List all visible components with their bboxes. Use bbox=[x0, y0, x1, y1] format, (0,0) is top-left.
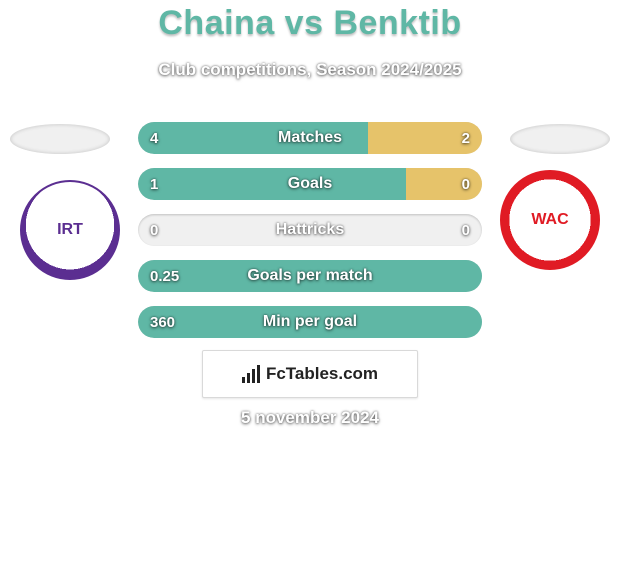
bar-label: Matches bbox=[138, 122, 482, 154]
bar-row: Hattricks0 0 bbox=[138, 214, 482, 246]
brand-badge: FcTables.com bbox=[202, 350, 418, 398]
bar-label: Min per goal bbox=[138, 306, 482, 338]
bar-row: Min per goal360 bbox=[138, 306, 482, 338]
bar-value-left: 360 bbox=[150, 306, 175, 338]
brand-text: FcTables.com bbox=[266, 364, 378, 384]
generation-date: 5 november 2024 bbox=[0, 408, 620, 428]
bar-label: Goals per match bbox=[138, 260, 482, 292]
page-title: Chaina vs Benktib bbox=[0, 4, 620, 43]
club-crest-left: IRT bbox=[20, 180, 120, 280]
shadow-ellipse-left bbox=[10, 124, 110, 154]
bar-value-left: 4 bbox=[150, 122, 158, 154]
bar-value-left: 0.25 bbox=[150, 260, 179, 292]
comparison-bars: Matches42Goals10Hattricks00Goals per mat… bbox=[138, 122, 482, 352]
bars-icon bbox=[242, 365, 260, 383]
bar-value-left: 0 bbox=[150, 214, 158, 246]
bar-label: Hattricks bbox=[138, 214, 482, 246]
club-crest-right-label: WAC bbox=[531, 211, 568, 229]
comparison-infographic: Chaina vs Benktib Club competitions, Sea… bbox=[0, 0, 620, 580]
shadow-ellipse-right bbox=[510, 124, 610, 154]
bar-row: Matches4 2 bbox=[138, 122, 482, 154]
bar-row: Goals per match0.25 bbox=[138, 260, 482, 292]
bar-label: Goals bbox=[138, 168, 482, 200]
bar-value-right: 0 bbox=[462, 168, 470, 200]
club-crest-right: WAC bbox=[500, 170, 600, 270]
bar-value-right: 2 bbox=[462, 122, 470, 154]
bar-value-left: 1 bbox=[150, 168, 158, 200]
bar-value-right: 0 bbox=[462, 214, 470, 246]
page-subtitle: Club competitions, Season 2024/2025 bbox=[0, 60, 620, 80]
bar-row: Goals1 0 bbox=[138, 168, 482, 200]
club-crest-left-label: IRT bbox=[57, 221, 83, 239]
